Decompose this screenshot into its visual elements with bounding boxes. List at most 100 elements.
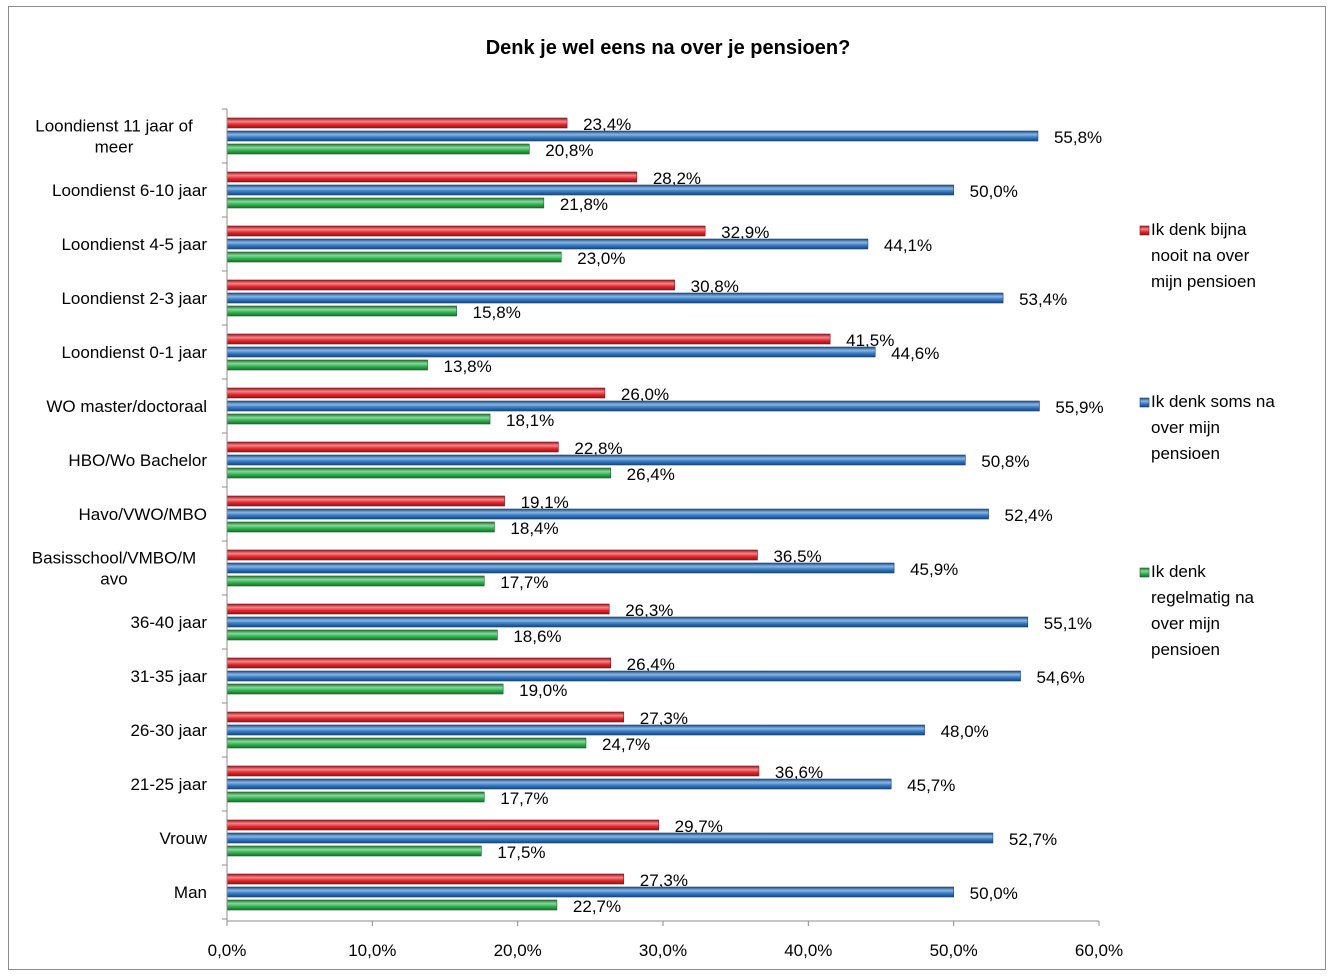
data-label-series2-cat14: 52,7%	[1009, 830, 1057, 849]
bar-series1-cat4	[226, 279, 675, 291]
data-label-series1-cat12: 27,3%	[640, 709, 688, 728]
data-label-series2-cat3: 44,1%	[884, 236, 932, 255]
data-label-series2-cat5: 44,6%	[891, 344, 939, 363]
data-label-series3-cat6: 18,1%	[506, 411, 554, 430]
chart-title: Denk je wel eens na over je pensioen?	[486, 37, 851, 59]
bar-chart: Denk je wel eens na over je pensioen? 23…	[32, 37, 1276, 960]
data-label-series1-cat8: 19,1%	[521, 493, 569, 512]
bar-series1-cat10	[226, 603, 610, 615]
data-label-series1-cat15: 27,3%	[640, 871, 688, 890]
x-tick-label-1: 0,0%	[208, 941, 247, 960]
data-label-series1-cat11: 26,4%	[627, 655, 675, 674]
category-label-9: Basisschool/VMBO/M avo	[32, 549, 196, 589]
legend: Ik denk bijna nooit na over mijn pensioen I…	[1139, 220, 1275, 659]
bar-series2-cat6	[226, 400, 1040, 412]
bar-series2-cat8	[226, 508, 989, 520]
bar-series1-cat3	[226, 225, 706, 237]
x-tick-label-7: 60,0%	[1075, 941, 1123, 960]
data-label-series1-cat7: 22,8%	[574, 439, 622, 458]
category-label-2: Loondienst 6-10 jaar	[52, 181, 207, 200]
data-label-series2-cat2: 50,0%	[970, 182, 1018, 201]
bar-series2-cat5	[226, 346, 876, 358]
bar-series3-cat5	[226, 359, 428, 371]
bar-series2-cat12	[226, 724, 925, 736]
data-label-series2-cat6: 55,9%	[1055, 398, 1103, 417]
data-label-series1-cat13: 36,6%	[775, 763, 823, 782]
category-label-5: Loondienst 0-1 jaar	[61, 343, 207, 362]
data-label-series1-cat1: 23,4%	[583, 115, 631, 134]
bar-series3-cat11	[226, 683, 504, 695]
data-label-series2-cat9: 45,9%	[910, 560, 958, 579]
bar-series2-cat3	[226, 238, 869, 250]
axis-layer: Loondienst 11 jaar of meer Loondienst 6-10…	[32, 108, 1123, 960]
bar-series3-cat7	[226, 467, 611, 479]
data-label-series2-cat8: 52,4%	[1005, 506, 1053, 525]
bar-series2-cat10	[226, 616, 1029, 628]
data-label-series2-cat13: 45,7%	[907, 776, 955, 795]
data-label-series2-cat12: 48,0%	[941, 722, 989, 741]
data-label-series3-cat1: 20,8%	[545, 141, 593, 160]
bar-series3-cat3	[226, 251, 562, 263]
data-label-series2-cat1: 55,8%	[1054, 128, 1102, 147]
category-label-11: 31-35 jaar	[130, 667, 207, 686]
legend-label-1: Ik denk bijna nooit na over mijn pensioen	[1151, 220, 1256, 291]
legend-swatch-3	[1139, 567, 1150, 578]
x-tick-label-2: 10,0%	[348, 941, 396, 960]
bar-series3-cat12	[226, 737, 587, 749]
bar-series2-cat4	[226, 292, 1004, 304]
data-label-series3-cat15: 22,7%	[573, 897, 621, 916]
category-label-8: Havo/VWO/MBO	[79, 505, 207, 524]
bar-series3-cat2	[226, 197, 545, 209]
x-tick-label-3: 20,0%	[494, 941, 542, 960]
category-label-13: 21-25 jaar	[130, 775, 207, 794]
bar-series1-cat7	[226, 441, 559, 453]
data-label-series2-cat15: 50,0%	[970, 884, 1018, 903]
bar-series3-cat15	[226, 899, 558, 911]
data-label-series2-cat4: 53,4%	[1019, 290, 1067, 309]
chart-frame: Denk je wel eens na over je pensioen? 23…	[8, 6, 1326, 970]
bar-series2-cat14	[226, 832, 994, 844]
data-label-series3-cat5: 13,8%	[444, 357, 492, 376]
category-label-7: HBO/Wo Bachelor	[68, 451, 207, 470]
data-label-series1-cat5: 41,5%	[846, 331, 894, 350]
data-label-series1-cat10: 26,3%	[625, 601, 673, 620]
bar-series2-cat7	[226, 454, 966, 466]
data-label-series3-cat7: 26,4%	[627, 465, 675, 484]
data-label-series1-cat6: 26,0%	[621, 385, 669, 404]
bar-series1-cat11	[226, 657, 611, 669]
bar-series2-cat11	[226, 670, 1021, 682]
data-label-series3-cat10: 18,6%	[513, 627, 561, 646]
bar-series1-cat8	[226, 495, 505, 507]
data-label-series3-cat14: 17,5%	[497, 843, 545, 862]
x-tick-label-6: 50,0%	[930, 941, 978, 960]
data-label-series3-cat4: 15,8%	[473, 303, 521, 322]
bar-series1-cat2	[226, 171, 638, 183]
bar-series2-cat15	[226, 886, 954, 898]
bar-series1-cat13	[226, 765, 760, 777]
x-tick-label-4: 30,0%	[639, 941, 687, 960]
data-label-series2-cat7: 50,8%	[981, 452, 1029, 471]
bars-layer: 23,4% 55,8% 20,8% 28,2% 50,0% 21,8% 32,9% 44,1%…	[226, 115, 1104, 916]
data-label-series2-cat11: 54,6%	[1037, 668, 1085, 687]
bar-series3-cat13	[226, 791, 485, 803]
bar-series3-cat4	[226, 305, 457, 317]
bar-series1-cat1	[226, 117, 568, 129]
category-label-14: Vrouw	[159, 829, 207, 848]
legend-label-2: Ik denk soms na over mijn pensioen	[1151, 392, 1275, 463]
category-label-4: Loondienst 2-3 jaar	[61, 289, 207, 308]
category-label-12: 26-30 jaar	[130, 721, 207, 740]
bar-series2-cat2	[226, 184, 954, 196]
data-label-series3-cat9: 17,7%	[500, 573, 548, 592]
data-label-series3-cat13: 17,7%	[500, 789, 548, 808]
bar-series1-cat5	[226, 333, 831, 345]
bar-series3-cat10	[226, 629, 498, 641]
data-label-series3-cat11: 19,0%	[519, 681, 567, 700]
legend-swatch-2	[1139, 397, 1150, 408]
category-label-3: Loondienst 4-5 jaar	[61, 235, 207, 254]
legend-label-3: Ik denk regelmatig na over mijn pensioen	[1151, 562, 1255, 659]
data-label-series3-cat12: 24,7%	[602, 735, 650, 754]
category-label-1: Loondienst 11 jaar of meer	[35, 117, 193, 157]
data-label-series1-cat4: 30,8%	[691, 277, 739, 296]
legend-swatch-1	[1139, 225, 1150, 236]
data-label-series1-cat14: 29,7%	[675, 817, 723, 836]
